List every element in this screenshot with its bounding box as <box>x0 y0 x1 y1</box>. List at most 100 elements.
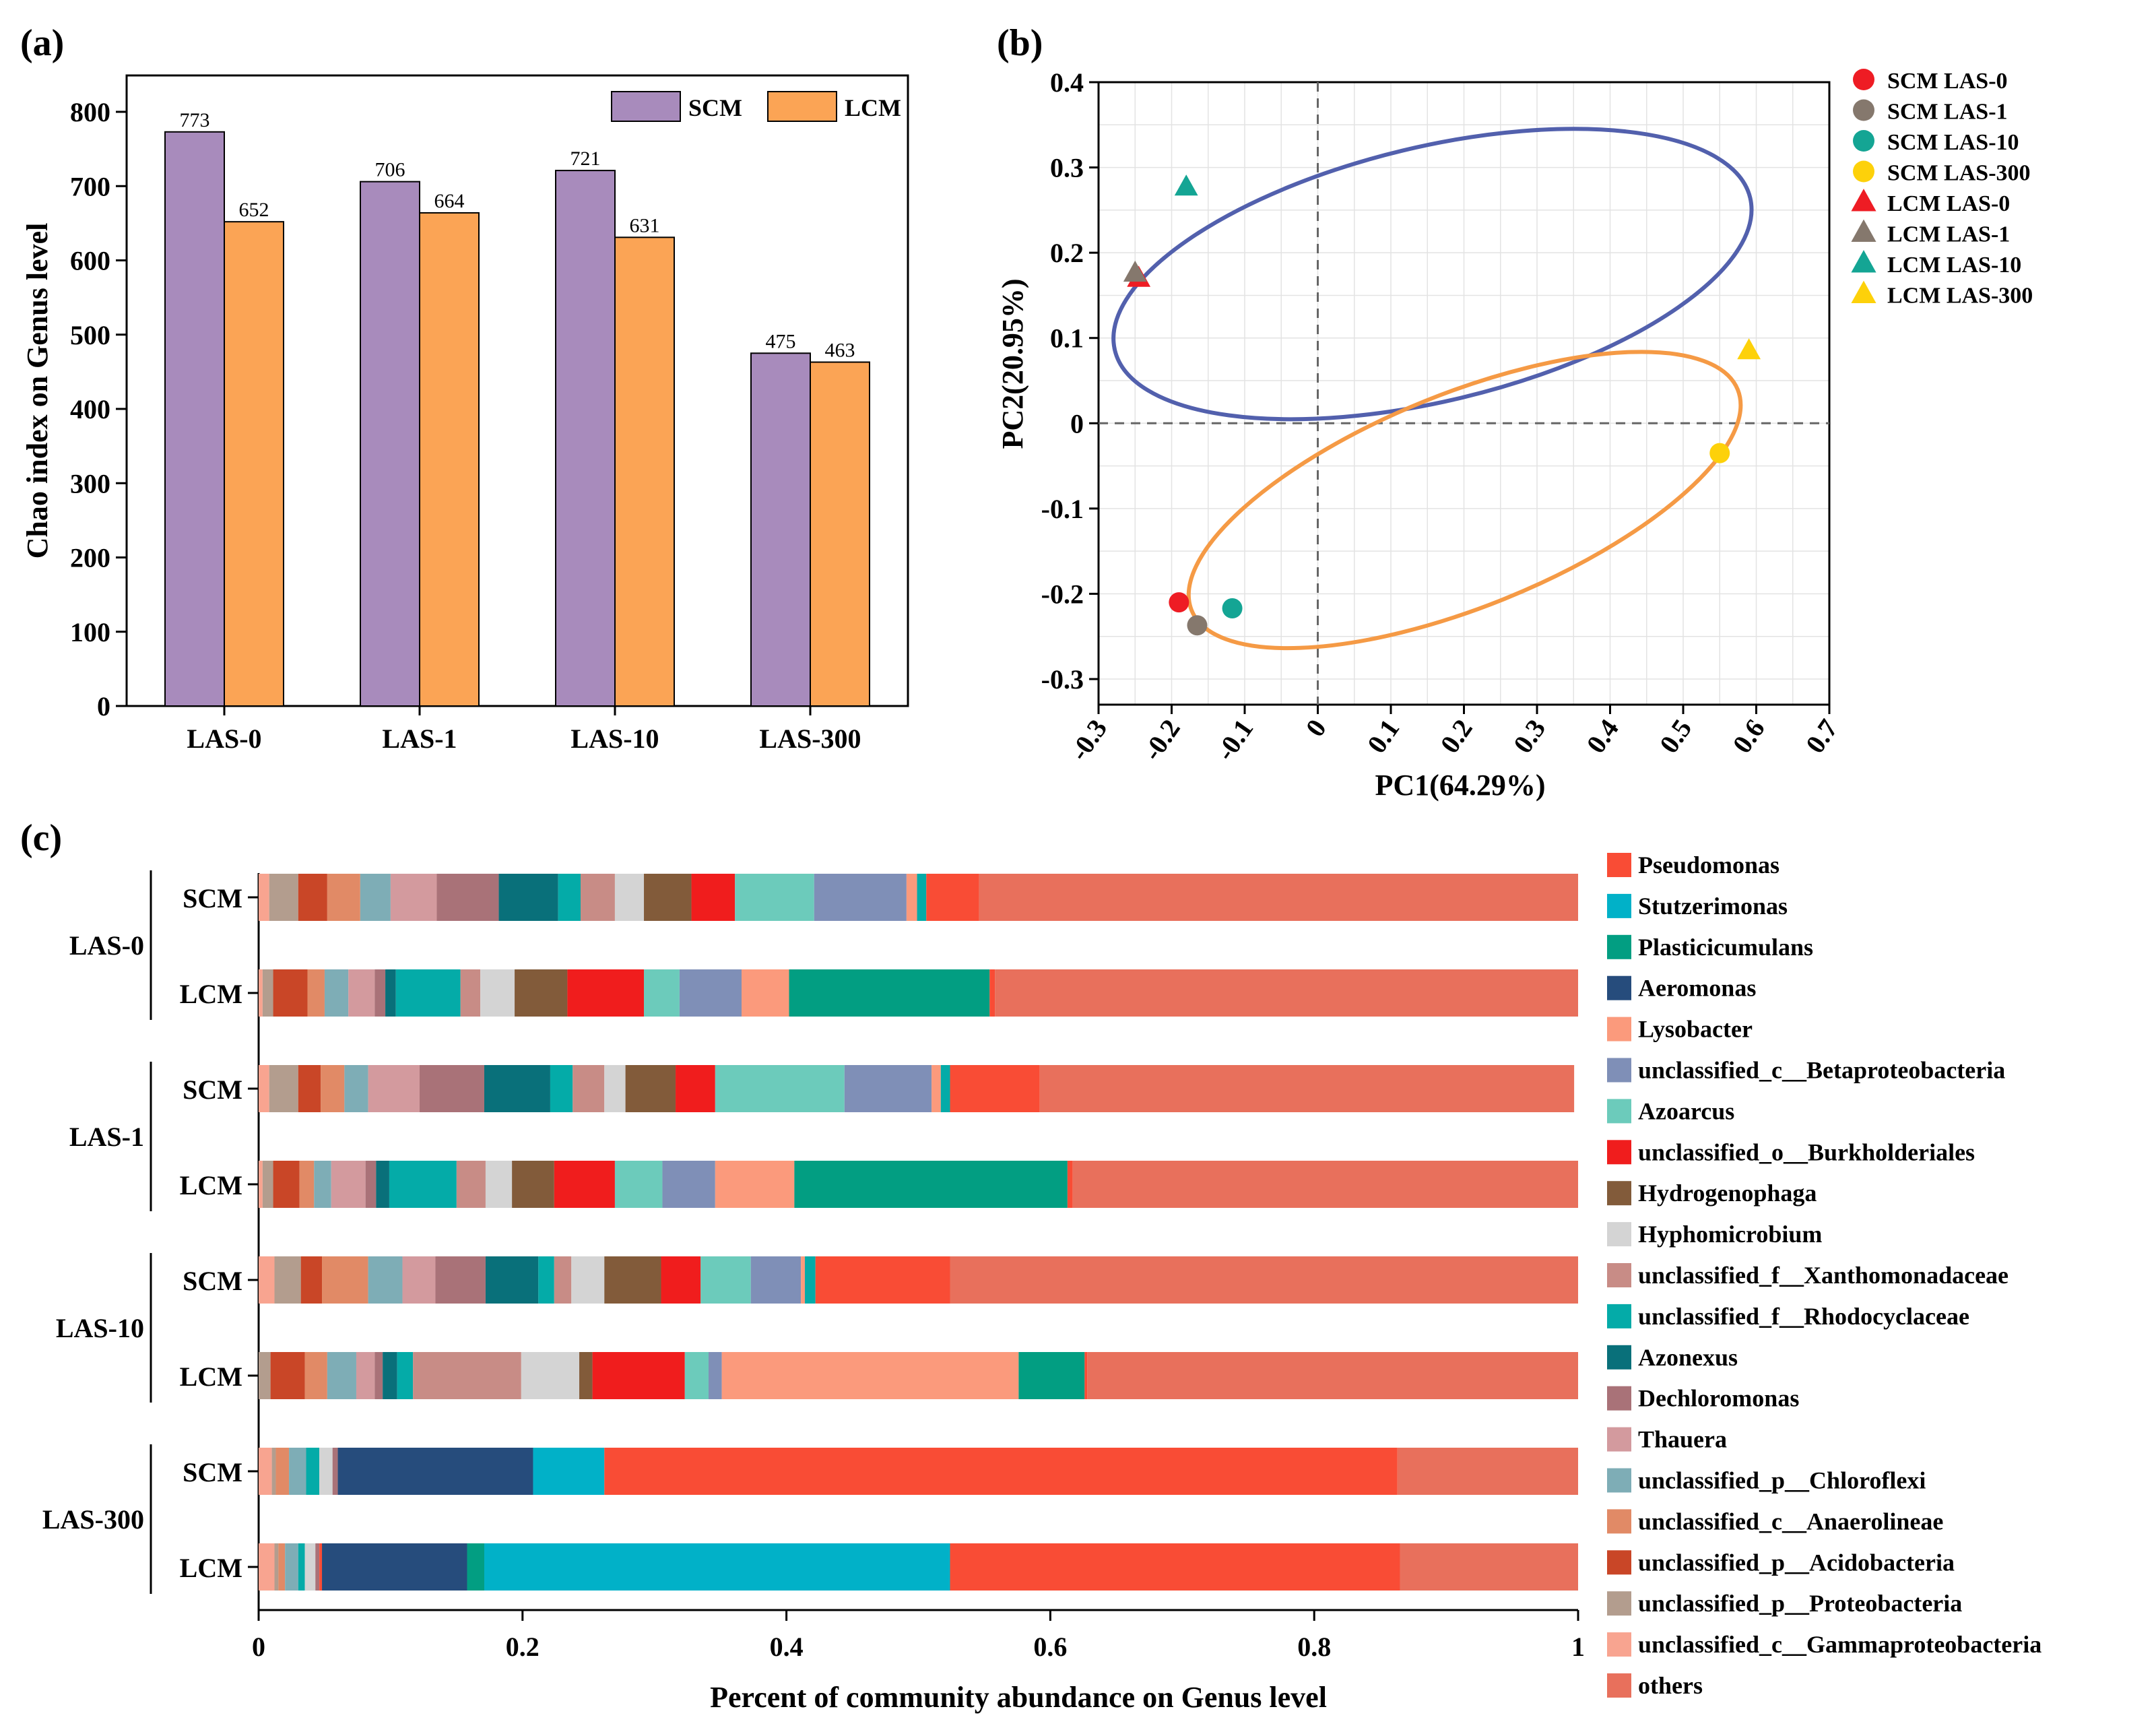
panel-a-frame <box>125 74 909 707</box>
bar-segment-unclassified-p-chloroflexi <box>368 1256 403 1304</box>
bar-segment-unclassified-p-proteobacteria <box>262 1161 273 1208</box>
bar-segment-azoarcus <box>715 1065 845 1112</box>
y-tick-label: 0.1 <box>1050 323 1084 354</box>
bar-segment-hydrogenophaga <box>644 874 692 921</box>
row-label-scm: SCM <box>183 1074 242 1105</box>
bar-segment-unclassified-f-xanthomonadaceae <box>580 874 615 921</box>
y-tick-label: 700 <box>70 171 110 201</box>
legend-marker-scm-las-300 <box>1853 160 1874 183</box>
panel-b-x-axis-title: PC1(64.29%) <box>1375 769 1546 802</box>
bar-segment-unclassified-c-betaproteobacteria <box>679 969 742 1017</box>
bar-lcm-las-300 <box>810 361 870 707</box>
bar-segment-hyphomicrobium <box>614 874 645 921</box>
group-label-las-300: LAS-300 <box>42 1504 144 1535</box>
legend-label-unclassified-c-betaproteobacteria: unclassified_c__Betaproteobacteria <box>1638 1057 2005 1084</box>
legend-label-scm-las-10: SCM LAS-10 <box>1887 130 2019 155</box>
point-lcm-las-1 <box>1123 260 1147 282</box>
legend-label-unclassified-o-burkholderiales: unclassified_o__Burkholderiales <box>1638 1138 1975 1165</box>
x-tick-label: 0.6 <box>1726 713 1771 759</box>
legend-label-hyphomicrobium: Hyphomicrobium <box>1638 1221 1822 1248</box>
x-tick-label: 0.1 <box>1361 713 1406 759</box>
legend-marker-lcm-las-300 <box>1851 280 1876 303</box>
bar-segment-unclassified-p-chloroflexi <box>327 1352 356 1399</box>
bar-segment-azonexus <box>376 1161 389 1208</box>
panel-a-x-ticks: LAS-0 LAS-1 LAS-10 LAS-300 <box>187 706 861 754</box>
y-tick-label: 0.4 <box>1050 67 1084 98</box>
y-tick-label: 0 <box>1070 408 1084 439</box>
legend-label-unclassified-p-proteobacteria: unclassified_p__Proteobacteria <box>1638 1590 1962 1617</box>
legend-swatch-aeromonas <box>1607 975 1631 1000</box>
bar-segment-unclassified-c-gammaproteobacteria <box>259 969 263 1017</box>
bar-segment-azonexus <box>498 874 558 921</box>
bar-segment-unclassified-p-chloroflexi <box>324 969 349 1017</box>
y-tick-label: 0.2 <box>1050 238 1084 268</box>
legend-swatch-unclassified-c-anaerolineae <box>1607 1509 1631 1534</box>
bar-segment-unclassified-c-betaproteobacteria <box>814 874 907 921</box>
bar-segment-unclassified-f-rhodocyclaceae <box>940 1065 950 1112</box>
row-label-lcm: LCM <box>180 979 242 1009</box>
bar-segment-unclassified-f-xanthomonadaceae <box>554 1256 572 1304</box>
bar-lcm-las-10 <box>614 236 675 707</box>
bar-segment-unclassified-p-acidobacteria <box>300 1256 323 1304</box>
panel-b-zero-lines <box>1099 82 1829 705</box>
bar-segment-pseudomonas <box>989 969 995 1017</box>
row-label-lcm: LCM <box>180 1170 242 1200</box>
bar-segment-lysobacter <box>721 1352 1019 1399</box>
bar-segment-unclassified-p-proteobacteria <box>259 1352 271 1399</box>
panel-a-bar-chart: (a) 0 100 200 300 400 500 600 700 800 773 652 706 6… <box>20 22 909 754</box>
x-tick-label: 0.5 <box>1654 713 1698 759</box>
bar-segment-unclassified-f-rhodocyclaceae <box>917 874 927 921</box>
bar-value-label: 463 <box>825 340 855 362</box>
bar-segment-lysobacter <box>741 969 789 1017</box>
confidence-ellipse-lcm <box>1111 127 1754 422</box>
bar-segment-azonexus <box>484 1065 550 1112</box>
bar-segment-unclassified-c-anaerolineae <box>321 1065 345 1112</box>
bar-segment-thauera <box>356 1352 375 1399</box>
y-tick-label: 400 <box>70 394 110 424</box>
bar-segment-others <box>1072 1161 1578 1208</box>
bar-segment-azoarcus <box>614 1161 663 1208</box>
bar-segment-unclassified-p-chloroflexi <box>285 1543 298 1591</box>
row-label-lcm: LCM <box>180 1361 242 1392</box>
x-tick-label: 0.3 <box>1507 713 1552 759</box>
legend-swatch-unclassified-c-betaproteobacteria <box>1607 1058 1631 1083</box>
legend-swatch-lcm <box>767 91 837 122</box>
bar-segment-unclassified-o-burkholderiales <box>592 1352 685 1399</box>
bar-segment-hydrogenophaga <box>604 1256 661 1304</box>
legend-label-azoarcus: Azoarcus <box>1638 1097 1734 1124</box>
bar-segment-azonexus <box>485 1256 539 1304</box>
bar-value-label: 631 <box>630 214 660 236</box>
bar-segment-pseudomonas <box>1084 1352 1088 1399</box>
legend-marker-lcm-las-0 <box>1851 189 1876 212</box>
panel-a-y-ticks: 0 100 200 300 400 500 600 700 800 <box>70 97 127 721</box>
bar-segment-pseudomonas <box>1067 1161 1073 1208</box>
x-tick-label: 0.2 <box>1434 713 1478 759</box>
legend-label-unclassified-p-chloroflexi: unclassified_p__Chloroflexi <box>1638 1467 1926 1494</box>
legend-marker-scm-las-10 <box>1853 130 1874 152</box>
legend-swatch-unclassified-p-chloroflexi <box>1607 1468 1631 1493</box>
panel-b-legend: SCM LAS-0 SCM LAS-1 SCM LAS-10 SCM LAS-300 L… <box>1851 69 2033 309</box>
bar-segment-unclassified-p-chloroflexi <box>360 874 391 921</box>
bar-segment-unclassified-c-betaproteobacteria <box>844 1065 932 1112</box>
bar-segment-thauera <box>348 969 375 1017</box>
legend-swatch-azonexus <box>1607 1345 1631 1370</box>
bar-segment-aeromonas <box>322 1543 467 1591</box>
bar-segment-unclassified-p-acidobacteria <box>273 1161 300 1208</box>
legend-label-stutzerimonas: Stutzerimonas <box>1638 893 1788 920</box>
bar-segment-dechloromonas <box>332 1448 338 1495</box>
bar-value-label: 706 <box>375 159 405 181</box>
y-tick-label: -0.3 <box>1041 664 1084 695</box>
x-tick-label: LAS-300 <box>759 724 861 754</box>
bar-segment-hyphomicrobium <box>304 1543 316 1591</box>
bar-segment-dechloromonas <box>374 1352 383 1399</box>
legend-swatch-hydrogenophaga <box>1607 1181 1631 1206</box>
bar-segment-unclassified-c-gammaproteobacteria <box>259 1256 275 1304</box>
panel-c-label: (c) <box>20 817 62 859</box>
point-lcm-las-300 <box>1737 338 1761 360</box>
bar-segment-unclassified-c-anaerolineae <box>275 1448 290 1495</box>
panel-b-grid <box>1098 82 1830 705</box>
bar-segment-unclassified-f-rhodocyclaceae <box>306 1448 320 1495</box>
panel-b-pca-scatter: (b) -0.3-0.2-0.100.10.20.30.4 -0.3 -0.2 -0… <box>996 22 2033 802</box>
bar-segment-unclassified-p-proteobacteria <box>269 1065 298 1112</box>
